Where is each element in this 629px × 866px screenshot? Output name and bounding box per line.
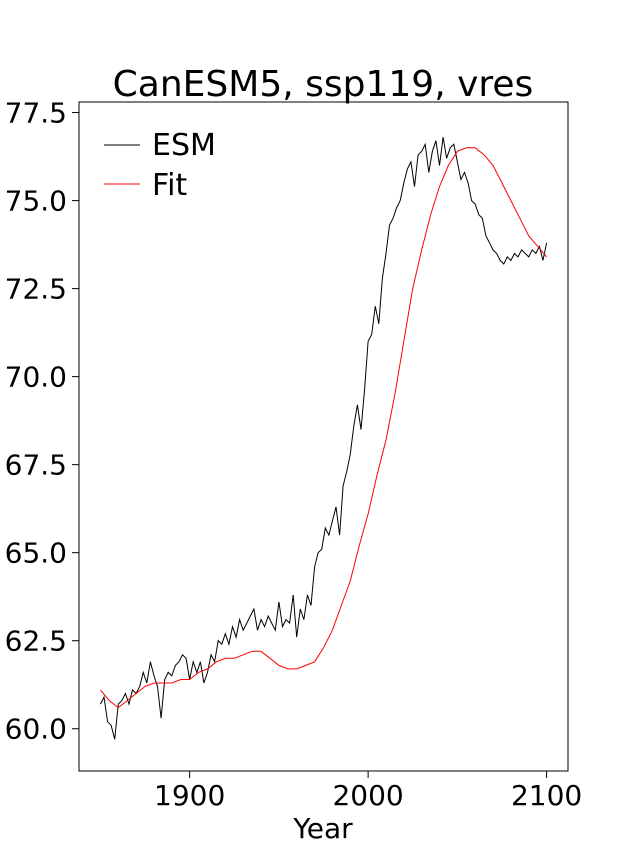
chart-title: CanESM5, ssp119, vres <box>113 64 534 105</box>
y-tick-label: 75.0 <box>5 185 67 218</box>
series-layer <box>99 137 548 740</box>
y-tick-label: 62.5 <box>5 625 67 658</box>
x-tick-label: 2100 <box>511 779 582 812</box>
legend-esm-label: ESM <box>152 128 216 163</box>
plot-frame <box>78 101 569 772</box>
legend-fit-label: Fit <box>152 168 187 203</box>
y-tick-label: 72.5 <box>5 273 67 306</box>
y-tick-label: 70.0 <box>5 361 67 394</box>
y-tick-label: 67.5 <box>5 449 67 482</box>
legend: ESM Fit <box>104 128 216 203</box>
x-axis-label: Year <box>292 812 353 845</box>
y-tick-label: 60.0 <box>5 713 67 746</box>
y-tick-label: 77.5 <box>5 97 67 130</box>
x-tick-label: 1900 <box>154 779 225 812</box>
y-tick-label: 65.0 <box>5 537 67 570</box>
x-axis: 1900 2000 2100 <box>154 771 582 812</box>
y-axis: 60.0 62.5 65.0 67.5 70.0 72.5 75.0 77.5 <box>5 97 79 746</box>
series-esm-line <box>99 137 548 740</box>
x-tick-label: 2000 <box>332 779 403 812</box>
series-fit-line <box>100 147 547 709</box>
